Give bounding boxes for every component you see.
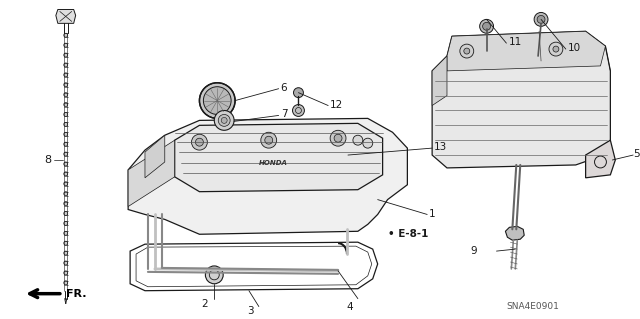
Text: 11: 11 bbox=[508, 37, 522, 47]
Circle shape bbox=[353, 135, 363, 145]
Polygon shape bbox=[586, 140, 615, 178]
Text: 8: 8 bbox=[44, 155, 51, 165]
Text: 7: 7 bbox=[280, 109, 287, 119]
Circle shape bbox=[64, 182, 68, 186]
Circle shape bbox=[205, 266, 223, 284]
Circle shape bbox=[64, 172, 68, 176]
Polygon shape bbox=[128, 118, 408, 234]
Circle shape bbox=[537, 15, 545, 23]
Circle shape bbox=[261, 132, 276, 148]
Circle shape bbox=[534, 12, 548, 26]
Circle shape bbox=[549, 42, 563, 56]
Circle shape bbox=[64, 132, 68, 136]
Circle shape bbox=[221, 117, 227, 123]
Circle shape bbox=[64, 221, 68, 225]
Circle shape bbox=[64, 113, 68, 116]
Text: 9: 9 bbox=[470, 246, 477, 256]
Text: 12: 12 bbox=[330, 100, 344, 109]
Circle shape bbox=[64, 83, 68, 87]
Circle shape bbox=[334, 134, 342, 142]
Polygon shape bbox=[128, 140, 175, 206]
Text: 5: 5 bbox=[633, 149, 640, 159]
Text: • E-8-1: • E-8-1 bbox=[388, 229, 428, 239]
Circle shape bbox=[64, 241, 68, 245]
Circle shape bbox=[204, 87, 231, 115]
Circle shape bbox=[64, 211, 68, 215]
Circle shape bbox=[64, 103, 68, 107]
Circle shape bbox=[363, 138, 372, 148]
Text: 1: 1 bbox=[429, 210, 436, 219]
Circle shape bbox=[64, 73, 68, 77]
Circle shape bbox=[479, 19, 493, 33]
Circle shape bbox=[292, 105, 305, 116]
Text: FR.: FR. bbox=[66, 289, 86, 299]
Circle shape bbox=[483, 22, 490, 30]
Polygon shape bbox=[432, 56, 447, 106]
Circle shape bbox=[64, 251, 68, 255]
Text: 4: 4 bbox=[347, 301, 353, 312]
Circle shape bbox=[191, 134, 207, 150]
Circle shape bbox=[553, 46, 559, 52]
Circle shape bbox=[464, 48, 470, 54]
Circle shape bbox=[214, 110, 234, 130]
Polygon shape bbox=[56, 10, 76, 23]
Circle shape bbox=[330, 130, 346, 146]
Circle shape bbox=[64, 93, 68, 97]
Circle shape bbox=[64, 261, 68, 265]
Circle shape bbox=[64, 152, 68, 156]
Circle shape bbox=[64, 231, 68, 235]
Text: 10: 10 bbox=[568, 43, 581, 53]
Circle shape bbox=[64, 63, 68, 67]
Circle shape bbox=[64, 271, 68, 275]
Circle shape bbox=[294, 88, 303, 98]
Text: 2: 2 bbox=[201, 299, 208, 308]
Circle shape bbox=[64, 281, 68, 285]
Circle shape bbox=[64, 33, 68, 37]
Text: SNA4E0901: SNA4E0901 bbox=[506, 302, 559, 311]
Circle shape bbox=[64, 53, 68, 57]
Text: 6: 6 bbox=[280, 83, 287, 93]
Text: 3: 3 bbox=[248, 306, 254, 315]
Circle shape bbox=[200, 83, 235, 118]
Circle shape bbox=[195, 138, 204, 146]
Circle shape bbox=[64, 43, 68, 47]
Polygon shape bbox=[145, 135, 164, 178]
Text: 13: 13 bbox=[434, 142, 447, 152]
Circle shape bbox=[64, 192, 68, 196]
Circle shape bbox=[218, 115, 230, 126]
Polygon shape bbox=[447, 31, 605, 71]
Circle shape bbox=[64, 202, 68, 205]
Polygon shape bbox=[175, 123, 383, 192]
Circle shape bbox=[64, 142, 68, 146]
Circle shape bbox=[64, 162, 68, 166]
Circle shape bbox=[460, 44, 474, 58]
Polygon shape bbox=[506, 226, 524, 240]
Text: HONDA: HONDA bbox=[259, 160, 288, 166]
Polygon shape bbox=[432, 31, 611, 168]
Circle shape bbox=[64, 122, 68, 126]
Circle shape bbox=[265, 136, 273, 144]
